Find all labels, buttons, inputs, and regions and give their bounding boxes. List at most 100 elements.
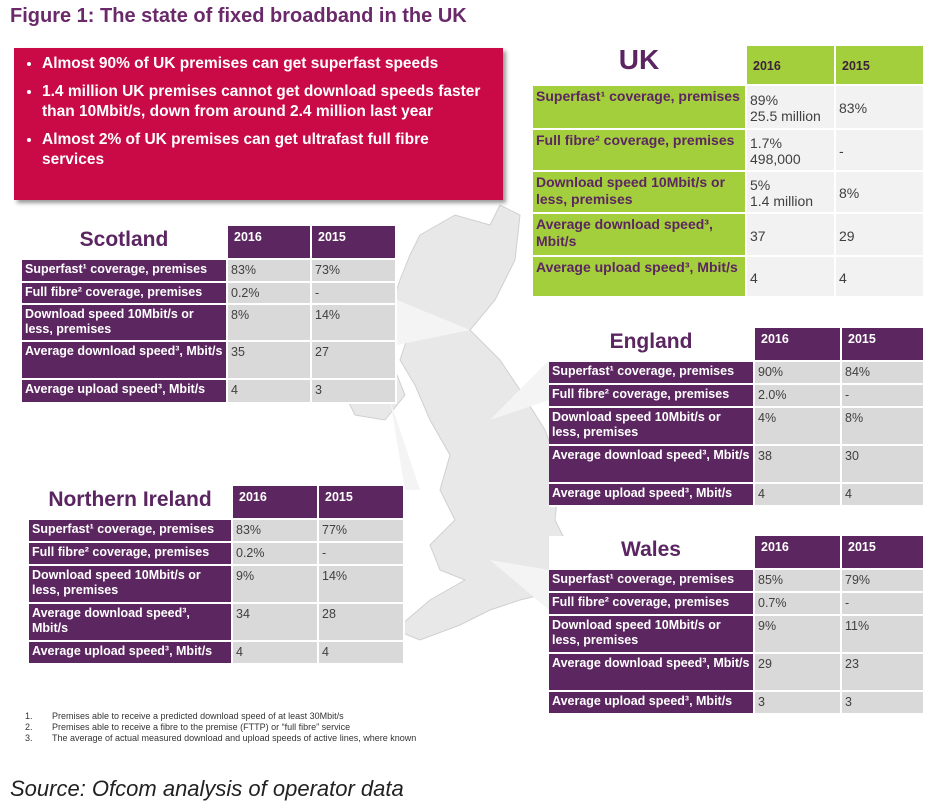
cell-value: 27 [312, 342, 397, 380]
row-label: Average upload speed³, Mbit/s [29, 642, 233, 665]
row-label: Average upload speed³, Mbit/s [549, 484, 755, 507]
column-header: 2015 [836, 46, 925, 86]
map-pointer [397, 300, 470, 345]
cell-value: - [842, 385, 925, 408]
table-title: Scotland [22, 226, 228, 260]
row-label: Average download speed³, Mbit/s [29, 604, 233, 642]
cell-value: 77% [319, 520, 405, 543]
map-pointer [490, 360, 549, 420]
cell-value: 4 [747, 257, 836, 298]
column-header: 2015 [319, 486, 405, 520]
source: Source: Ofcom analysis of operator data [10, 776, 404, 801]
cell-value: 1.7% 498,000 [747, 130, 836, 172]
cell-value: 8% [228, 305, 312, 342]
map-outline [389, 204, 576, 641]
column-header: 2015 [842, 536, 925, 570]
footnote-number: 2. [25, 722, 33, 732]
footnote: 2. Premises able to receive a fibre to th… [25, 722, 416, 733]
row-label: Superfast¹ coverage, premises [549, 570, 755, 593]
cell-value: 83% [233, 520, 319, 543]
cell-value: - [836, 130, 925, 172]
table-title: UK [533, 46, 747, 86]
cell-value: 11% [842, 616, 925, 654]
cell-value: 3 [312, 380, 397, 404]
cell-value: 4 [228, 380, 312, 404]
footnote-text: Premises able to receive a fibre to the … [52, 722, 351, 732]
highlight: Almost 90% of UK premises can get superf… [42, 54, 493, 74]
cell-value: 79% [842, 570, 925, 593]
cell-value: 34 [233, 604, 319, 642]
footnote-number: 1. [25, 711, 33, 721]
map-pointer [390, 400, 420, 490]
cell-value: 30 [842, 446, 925, 484]
figure-title: Figure 1: The state of fixed broadband i… [10, 5, 467, 27]
cell-value: 73% [312, 260, 397, 283]
row-label: Download speed 10Mbit/s or less, premise… [533, 172, 747, 214]
cell-value: 29 [836, 214, 925, 257]
row-label: Average download speed³, Mbit/s [549, 446, 755, 484]
column-header: 2016 [755, 536, 842, 570]
column-header: 2015 [312, 226, 397, 260]
footnote: 3. The average of actual measured downloa… [25, 733, 416, 744]
column-header: 2016 [755, 328, 842, 362]
highlight: 1.4 million UK premises cannot get downl… [42, 82, 493, 122]
cell-value: 29 [755, 654, 842, 692]
cell-value: 4 [319, 642, 405, 665]
cell-value: 38 [755, 446, 842, 484]
column-header: 2016 [747, 46, 836, 86]
cell-value: 0.2% [233, 543, 319, 566]
highlights-box: Almost 90% of UK premises can get superf… [14, 48, 503, 200]
row-label: Superfast¹ coverage, premises [549, 362, 755, 385]
row-label: Superfast¹ coverage, premises [533, 86, 747, 130]
cell-value: 2.0% [755, 385, 842, 408]
cell-value: 90% [755, 362, 842, 385]
row-label: Full fibre² coverage, premises [549, 385, 755, 408]
cell-value: 14% [312, 305, 397, 342]
cell-value: 3 [755, 692, 842, 715]
highlight: Almost 2% of UK premises can get ultrafa… [42, 130, 493, 170]
cell-value: 14% [319, 566, 405, 604]
row-label: Average download speed³, Mbit/s [549, 654, 755, 692]
cell-value: 8% [842, 408, 925, 446]
cell-value: 89% 25.5 million [747, 86, 836, 130]
row-label: Average upload speed³, Mbit/s [22, 380, 228, 404]
cell-value: 23 [842, 654, 925, 692]
cell-value: 85% [755, 570, 842, 593]
cell-value: 3 [842, 692, 925, 715]
footnote: 1. Premises able to receive a predicted d… [25, 711, 416, 722]
row-label: Average download speed³, Mbit/s [22, 342, 228, 380]
row-label: Download speed 10Mbit/s or less, premise… [29, 566, 233, 604]
cell-value: 9% [233, 566, 319, 604]
table-title: England [549, 328, 755, 362]
row-label: Average upload speed³, Mbit/s [549, 692, 755, 715]
cell-value: 4% [755, 408, 842, 446]
cell-value: 4 [233, 642, 319, 665]
cell-value: 5% 1.4 million [747, 172, 836, 214]
table-title: Northern Ireland [29, 486, 233, 520]
cell-value: - [319, 543, 405, 566]
cell-value: 4 [836, 257, 925, 298]
cell-value: 83% [228, 260, 312, 283]
cell-value: 8% [836, 172, 925, 214]
cell-value: 0.7% [755, 593, 842, 616]
column-header: 2016 [228, 226, 312, 260]
cell-value: 35 [228, 342, 312, 380]
table-title: Wales [549, 536, 755, 570]
row-label: Download speed 10Mbit/s or less, premise… [22, 305, 228, 342]
row-label: Full fibre² coverage, premises [22, 283, 228, 305]
row-label: Average upload speed³, Mbit/s [533, 257, 747, 298]
row-label: Full fibre² coverage, premises [533, 130, 747, 172]
cell-value: - [312, 283, 397, 305]
row-label: Full fibre² coverage, premises [549, 593, 755, 616]
footnote-number: 3. [25, 733, 33, 743]
cell-value: 28 [319, 604, 405, 642]
cell-value: 0.2% [228, 283, 312, 305]
footnote-text: Premises able to receive a predicted dow… [52, 711, 344, 721]
row-label: Superfast¹ coverage, premises [29, 520, 233, 543]
row-label: Superfast¹ coverage, premises [22, 260, 228, 283]
row-label: Download speed 10Mbit/s or less, premise… [549, 408, 755, 446]
cell-value: 83% [836, 86, 925, 130]
column-header: 2015 [842, 328, 925, 362]
footnotes: 1. Premises able to receive a predicted d… [25, 711, 416, 744]
